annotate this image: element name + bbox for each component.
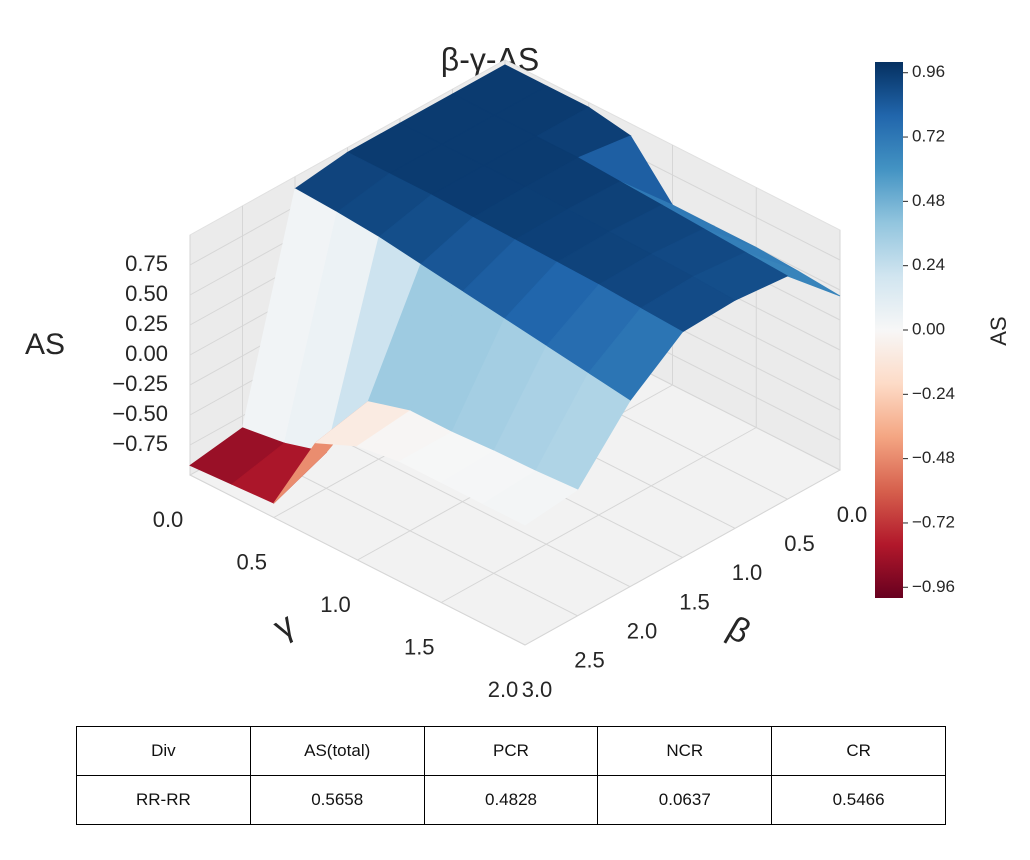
y-tick-label: 0.5 [236, 549, 267, 574]
table-cell: 0.0637 [597, 775, 773, 825]
x-tick-label: 3.0 [522, 677, 553, 702]
x-tick-label: 1.5 [679, 589, 710, 614]
table-cell: Div [76, 726, 251, 776]
x-tick-label: 2.5 [574, 648, 605, 673]
colorbar-tick-label: 0.00 [912, 319, 945, 338]
y-tick-label: 2.0 [488, 677, 519, 702]
x-tick-label: 2.0 [627, 618, 658, 643]
z-tick-label: 0.50 [125, 281, 168, 306]
grid-line [441, 427, 757, 603]
table-cell: 0.5658 [249, 775, 425, 825]
x-tick-label: 0.0 [837, 502, 868, 527]
y-tick-label: 1.0 [320, 592, 351, 617]
z-tick-label: −0.50 [112, 401, 168, 426]
z-tick-label: 0.00 [125, 341, 168, 366]
y-tick-label: 1.5 [404, 634, 435, 659]
z-tick-label: 0.25 [125, 311, 168, 336]
table-cell: PCR [423, 726, 599, 776]
z-tick-label: 0.75 [125, 251, 168, 276]
y-tick-label: 0.0 [153, 507, 184, 532]
table-cell: NCR [597, 726, 773, 776]
table-cell: RR-RR [76, 775, 251, 825]
chart: β-γ-AS 0.00.51.01.52.02.53.00.00.51.01.5… [25, 41, 1011, 702]
surface-cell [482, 470, 579, 526]
colorbar-tick-label: −0.96 [912, 577, 955, 596]
x-tick-label: 1.0 [732, 560, 763, 585]
y-axis-label: γ [267, 606, 301, 647]
table-header: Div AS(total) PCR NCR CR [76, 726, 946, 776]
table-cell: CR [771, 726, 946, 776]
colorbar-tick-label: −0.48 [912, 448, 955, 467]
colorbar-label: AS [986, 316, 1011, 345]
colorbar-tick-label: 0.96 [912, 62, 945, 81]
grid-line [524, 469, 841, 646]
colorbar [875, 62, 903, 598]
colorbar-tick-label: −0.72 [912, 512, 955, 531]
table-cell: 0.4828 [423, 775, 599, 825]
colorbar-tick-label: 0.24 [912, 255, 945, 274]
table-cell: AS(total) [249, 726, 425, 776]
result-table: Div AS(total) PCR NCR CR RR-RR 0.5658 0.… [76, 726, 946, 825]
colorbar-tick-label: 0.72 [912, 127, 945, 146]
x-axis-label: β [721, 609, 757, 652]
table-cell: 0.5466 [771, 775, 946, 825]
table-row: RR-RR 0.5658 0.4828 0.0637 0.5466 [76, 775, 946, 825]
colorbar-tick-label: −0.24 [912, 384, 955, 403]
x-tick-label: 0.5 [784, 531, 815, 556]
z-tick-label: −0.75 [112, 431, 168, 456]
colorbar-tick-label: 0.48 [912, 191, 945, 210]
z-axis-label: AS [25, 328, 65, 361]
z-tick-label: −0.25 [112, 371, 168, 396]
